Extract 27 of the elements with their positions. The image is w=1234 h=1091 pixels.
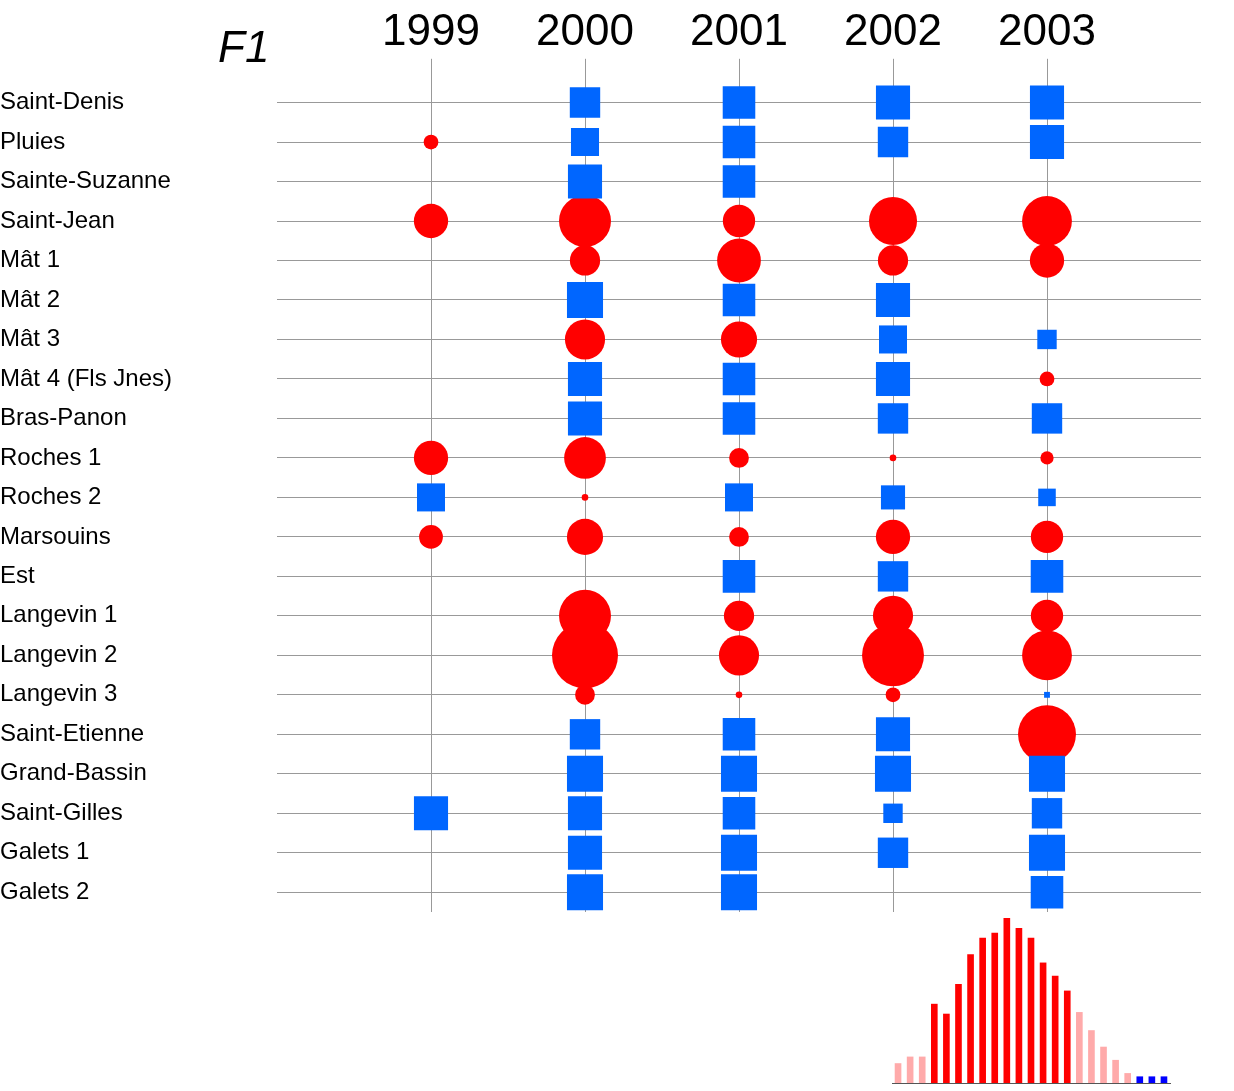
y-tick-label: Mât 3 [0,324,61,352]
y-tick-label: Pluies [0,126,66,154]
y-tick-label: Marsouins [0,521,111,549]
y-tick-label: Mât 1 [0,245,61,273]
y-tick-label: Saint-Gilles [0,797,123,825]
y-tick-label: Bras-Panon [0,403,127,431]
y-tick-label: Langevin 1 [0,600,118,628]
y-tick-label: Est [0,561,36,588]
chart-title: F1 [218,22,270,72]
y-tick-label: Saint-Jean [0,205,115,233]
y-tick-label: Galets 2 [0,876,90,904]
x-tick-label: 2001 [690,4,788,54]
y-tick-label: Mât 2 [0,284,61,312]
x-tick-label: 1999 [382,4,480,54]
x-tick-label: 2003 [998,4,1096,54]
y-tick-label: Mât 4 (Fls Jnes) [0,363,173,391]
y-tick-label: Sainte-Suzanne [0,166,171,194]
x-tick-label: 2002 [844,4,942,54]
y-tick-label: Saint-Etienne [0,718,145,746]
y-tick-label: Roches 1 [0,442,102,470]
y-tick-label: Grand-Bassin [0,758,147,786]
x-tick-label: 2000 [536,4,634,54]
y-tick-label: Langevin 3 [0,679,118,707]
y-tick-label: Galets 1 [0,837,90,865]
y-tick-label: Langevin 2 [0,639,118,667]
y-tick-label: Roches 2 [0,482,102,510]
y-tick-label: Saint-Denis [0,87,125,115]
